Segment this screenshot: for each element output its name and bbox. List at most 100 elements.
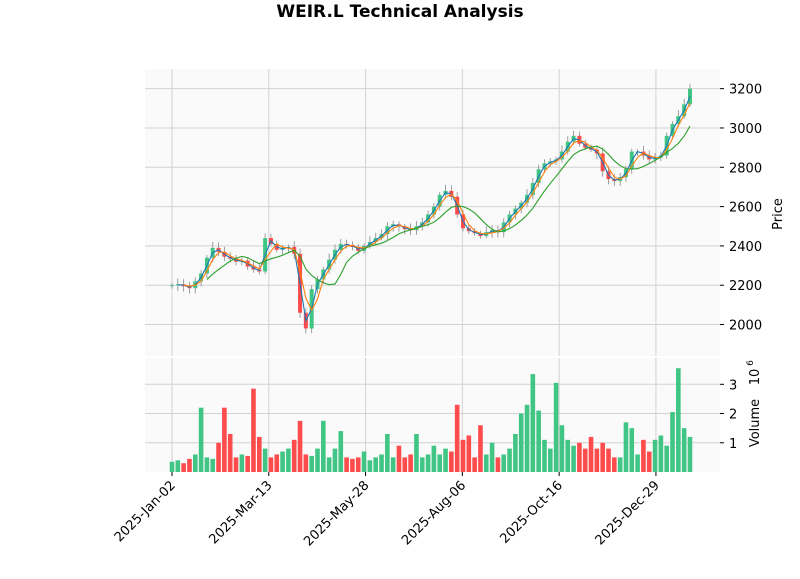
volume-bar [233,457,239,472]
price-tick-label: 3000 [729,122,762,137]
volume-bar [676,368,681,472]
volume-bar [536,410,541,472]
volume-bar [396,445,402,472]
volume-bar [681,428,687,472]
volume-bar [274,454,280,472]
volume-bar [350,458,355,472]
volume-bar [542,439,547,472]
x-tick-label: 2025-Aug-06 [399,478,469,548]
volume-bar [414,434,419,472]
volume-bar [355,457,361,472]
volume-bar [338,431,344,472]
price-tick-label: 2400 [729,240,762,255]
volume-bar [367,460,373,472]
volume-bar [175,460,181,472]
volume-bar [646,451,652,472]
volume-bar [222,407,227,472]
volume-bar [513,434,518,472]
volume-scale-exponent: 6 [746,360,756,366]
volume-bar [216,442,221,472]
volume-bar [257,436,262,472]
x-tick-label: 2025-Dec-29 [593,478,663,548]
volume-bar [530,374,536,472]
volume-bar [559,425,565,472]
chart-title: WEIR.L Technical Analysis [276,2,523,22]
volume-axis-label: Volume 10 6 [746,360,763,447]
volume-bar [419,457,425,472]
volume-bar [251,388,256,472]
volume-scale-base: 10 [748,369,763,386]
moving-average-line-20 [206,125,691,286]
volume-tick-label: 2 [729,408,737,423]
volume-bar [379,454,384,472]
volume-bar [245,455,250,472]
volume-bar [553,382,559,472]
volume-bar [577,442,582,472]
volume-bar [390,457,396,472]
volume-bar [361,451,367,472]
volume-bar [612,457,617,472]
volume-bar [600,442,605,472]
volume-bar [262,448,268,472]
volume-bar [408,454,413,472]
volume-bar [181,463,186,472]
volume-bar [437,454,443,472]
candle-body [170,285,174,287]
volume-bar [449,451,454,472]
volume-bar [169,461,175,472]
volume-bar [658,435,664,472]
volume-bar [495,457,501,472]
volume-bar [315,448,320,472]
price-axis-label: Price [771,198,786,230]
volume-bar [687,436,693,472]
volume-bar [332,448,338,472]
volume-bar [402,457,408,472]
volume-bar [670,412,675,472]
volume-bar [280,451,285,472]
volume-bar [478,425,483,472]
volume-bar [286,448,291,472]
volume-bar [227,434,233,472]
volume-tick-label: 3 [729,378,737,393]
volume-bar [321,420,326,472]
moving-average-line-10 [183,102,691,312]
volume-bar [326,457,332,472]
volume-bar [483,454,489,472]
volume-bar [443,448,448,472]
volume-bar [635,454,640,472]
volume-bar [641,439,646,472]
volume-bar [344,457,349,472]
price-tick-label: 3200 [729,83,762,98]
volume-bar [501,454,507,472]
volume-label-text: Volume [748,399,763,447]
volume-bars [169,368,693,472]
volume-bar [192,454,198,472]
volume-bar [565,439,571,472]
volume-bar [472,457,477,472]
volume-bar [309,455,314,472]
volume-bar [507,448,512,472]
volume-bar [588,436,594,472]
volume-bar [297,420,303,472]
volume-bar [373,457,378,472]
x-tick-label: 2025-May-28 [301,478,372,549]
volume-bar [466,435,472,472]
volume-bar [425,454,431,472]
volume-bar [268,457,274,472]
price-tick-label: 2600 [729,201,762,216]
volume-bar [623,422,629,472]
moving-averages [177,96,691,323]
volume-bar [303,454,309,472]
x-tick-label: 2025-Oct-16 [497,478,565,546]
volume-bar [431,445,437,472]
volume-bar [460,439,466,472]
x-tick-label: 2025-Mar-13 [207,478,276,547]
volume-bar [548,448,553,472]
volume-bar [489,442,495,472]
volume-bar [664,445,669,472]
moving-average-line-5 [177,96,691,323]
volume-bar [204,457,210,472]
x-tick-label: 2025-Jan-02 [112,478,179,545]
volume-bar [210,458,216,472]
